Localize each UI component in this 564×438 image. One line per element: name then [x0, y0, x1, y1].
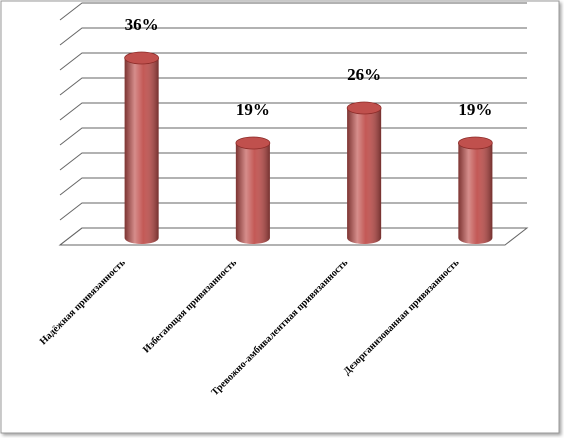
value-label: 19% [236, 100, 270, 119]
grid-line [59, 102, 527, 121]
bar-top [346, 101, 382, 115]
bar-shading [124, 58, 159, 244]
value-label: 19% [458, 100, 492, 119]
bar-shading [458, 143, 493, 244]
value-label: 26% [347, 65, 381, 84]
grid-line [59, 52, 527, 71]
bar-shading [235, 143, 270, 244]
value-label: 36% [125, 15, 159, 34]
bar-top [124, 51, 160, 65]
grid-line [59, 27, 527, 46]
grid-line [59, 2, 527, 21]
bar-shading [347, 108, 382, 244]
grid-line [59, 77, 527, 96]
bar-top [457, 136, 493, 150]
bar-top [235, 136, 271, 150]
